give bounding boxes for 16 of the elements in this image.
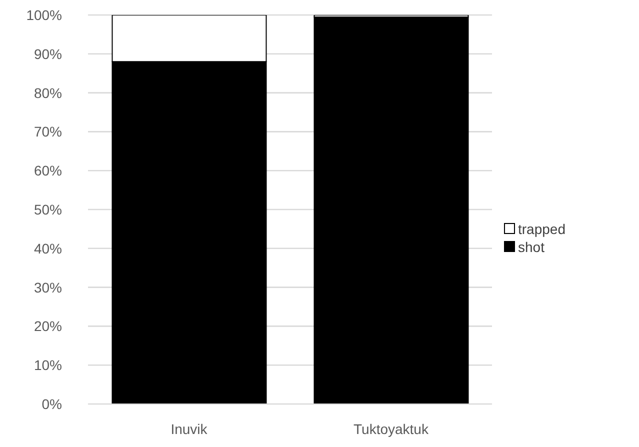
x-tick-label: Tuktoyaktuk: [354, 420, 430, 437]
y-tick-label: 70%: [34, 124, 62, 140]
y-tick-label: 30%: [34, 279, 62, 296]
legend-label: trapped: [518, 220, 566, 236]
x-tick-label: Inuvik: [170, 420, 208, 437]
y-tick-label: 40%: [34, 240, 62, 256]
y-tick-label: 0%: [42, 396, 62, 412]
y-tick-label: 90%: [34, 46, 62, 62]
y-tick-label: 20%: [34, 318, 62, 334]
y-tick-label: 60%: [34, 162, 62, 179]
y-tick-label: 50%: [34, 201, 62, 218]
legend-label: shot: [518, 238, 544, 254]
y-tick-label: 100%: [26, 6, 62, 23]
y-tick-label: 10%: [34, 357, 62, 374]
y-tick-label: 80%: [34, 84, 62, 101]
bar: [314, 16, 469, 404]
